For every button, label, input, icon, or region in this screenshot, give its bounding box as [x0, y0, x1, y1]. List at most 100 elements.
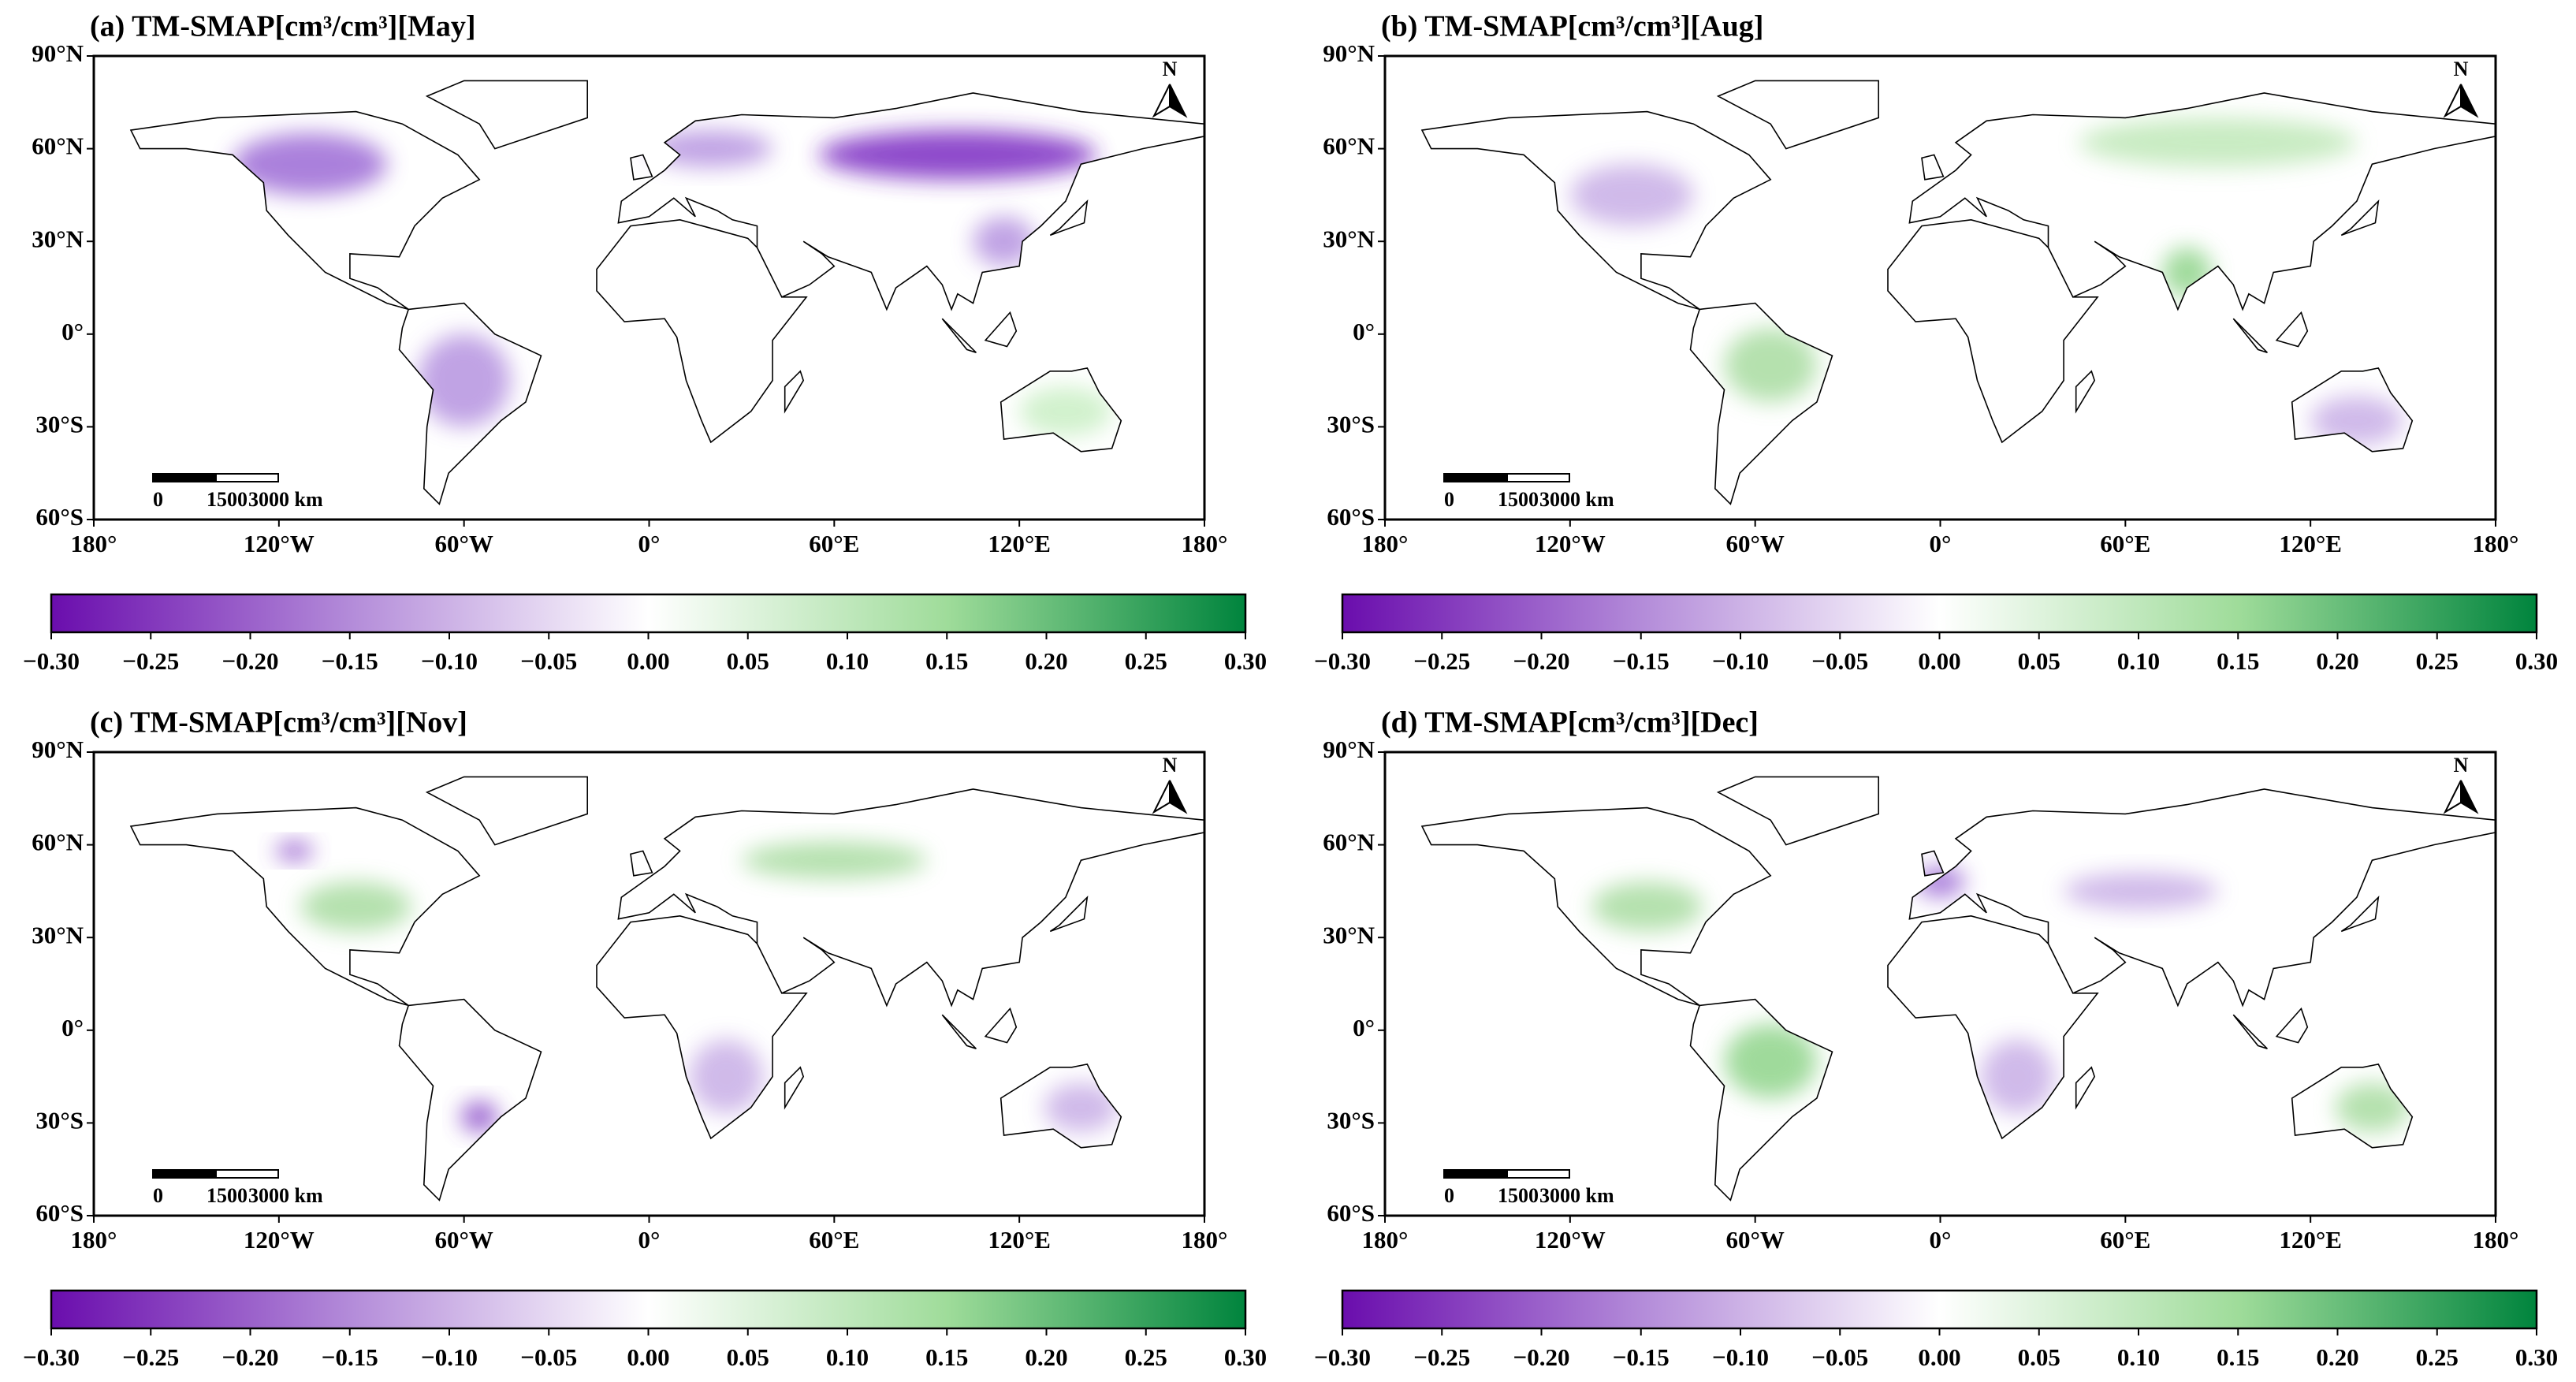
lat-label: 0° — [61, 1014, 84, 1041]
anomaly-field — [275, 841, 1119, 1133]
anomaly-field — [233, 130, 1112, 437]
anomaly-field — [1569, 117, 2403, 445]
anomaly-patch — [818, 130, 1097, 180]
colorbar-label: 0.30 — [2515, 1343, 2558, 1371]
colorbar-label: 0.25 — [1125, 647, 1167, 675]
map-panel: (d) TM-SMAP[cm³/cm³][Dec]90°N 60°N 30°N 0° 3… — [1314, 706, 2558, 1371]
anomaly-patch — [417, 333, 511, 427]
anomaly-patch — [973, 216, 1035, 266]
anomaly-patch — [2335, 1082, 2410, 1133]
anomaly-patch — [741, 841, 927, 879]
colorbar-label: −0.15 — [1613, 647, 1670, 675]
colorbar-label: −0.05 — [520, 647, 577, 675]
colorbar-label: 0.15 — [2217, 647, 2259, 675]
scale-label: 3000 km — [1539, 1184, 1614, 1207]
colorbar-label: −0.20 — [222, 1343, 279, 1371]
lon-label: 0° — [1930, 530, 1952, 557]
lon-label: 180° — [2473, 530, 2519, 557]
scale-label: 1500 — [1498, 488, 1539, 511]
colorbar-label: −0.30 — [23, 647, 80, 675]
land — [131, 777, 1204, 1201]
colorbar — [1341, 1289, 2538, 1330]
colorbar-label: 0.25 — [2416, 1343, 2459, 1371]
coastline — [1420, 80, 2496, 505]
lat-label: 90°N — [1323, 39, 1375, 67]
colorbar-label: −0.25 — [1413, 647, 1470, 675]
scale-bar — [1443, 1169, 1508, 1179]
scale-bar — [1506, 1169, 1570, 1179]
map-area — [129, 80, 1204, 505]
lon-label: 120°W — [244, 1226, 315, 1253]
lon-label: 180° — [1362, 1226, 1409, 1253]
lon-label: 0° — [638, 1226, 661, 1253]
lat-label: 90°N — [32, 736, 84, 763]
colorbar-label: −0.15 — [322, 647, 378, 675]
colorbar-label: 0.00 — [1918, 1343, 1960, 1371]
lon-label: 60°E — [2100, 530, 2150, 557]
lon-label: 180° — [1182, 530, 1228, 557]
lat-label: 0° — [1353, 318, 1375, 345]
lon-label: 120°W — [244, 530, 315, 557]
lat-label: 60°S — [1327, 503, 1375, 531]
lon-label: 120°E — [988, 1226, 1051, 1253]
colorbar-label: −0.15 — [322, 1343, 378, 1371]
colorbar-label: 0.30 — [2515, 647, 2558, 675]
colorbar-label: 0.05 — [2018, 647, 2060, 675]
colorbar-label: 0.00 — [627, 647, 669, 675]
anomaly-patch — [649, 130, 773, 168]
colorbar-label: 0.20 — [1025, 647, 1067, 675]
colorbar-label: 0.10 — [2117, 1343, 2160, 1371]
map-area — [1420, 776, 2496, 1201]
scale-label: 0 — [1444, 1184, 1454, 1207]
anomaly-patch — [1724, 1023, 1817, 1099]
lat-label: 60°S — [35, 503, 84, 531]
map-panel: (c) TM-SMAP[cm³/cm³][Nov]90°N 60°N 30°N 0° 3… — [23, 706, 1267, 1371]
panel-title: (a) TM-SMAP[cm³/cm³][May] — [90, 10, 476, 43]
colorbar-label: 0.05 — [727, 1343, 769, 1371]
north-arrow — [1152, 780, 1171, 814]
lat-label: 30°N — [1323, 921, 1375, 948]
colorbar-label: 0.25 — [2416, 647, 2459, 675]
map-panel: (a) TM-SMAP[cm³/cm³][May]90°N 60°N 30°N 0° 3… — [23, 10, 1267, 675]
colorbar — [1341, 593, 2538, 634]
anomaly-patch — [2310, 396, 2403, 445]
land — [1422, 777, 2496, 1201]
scale-bar — [152, 1169, 217, 1179]
colorbar-label: −0.10 — [1712, 1343, 1769, 1371]
north-arrow — [1169, 780, 1188, 814]
colorbar-label: −0.25 — [1413, 1343, 1470, 1371]
scale-label: 0 — [153, 488, 163, 511]
north-label: N — [1163, 58, 1178, 80]
lon-label: 0° — [1930, 1226, 1952, 1253]
lat-label: 60°N — [1323, 829, 1375, 856]
colorbar-label: −0.30 — [1314, 647, 1371, 675]
anomaly-patch — [2079, 117, 2357, 168]
lon-label: 60°W — [1725, 530, 1784, 557]
lat-label: 30°N — [32, 225, 84, 252]
lat-label: 90°N — [1323, 736, 1375, 763]
map-area — [1420, 80, 2496, 505]
lon-label: 120°E — [2279, 1226, 2342, 1253]
lon-label: 180° — [71, 1226, 117, 1253]
colorbar-label: −0.05 — [520, 1343, 577, 1371]
colorbar-label: −0.30 — [23, 1343, 80, 1371]
anomaly-patch — [460, 1101, 498, 1133]
lat-label: 0° — [1353, 1014, 1375, 1041]
anomaly-patch — [300, 881, 412, 932]
lat-label: 60°S — [1327, 1199, 1375, 1227]
lon-label: 60°E — [2100, 1226, 2150, 1253]
anomaly-patch — [1019, 386, 1112, 437]
lon-label: 60°E — [809, 1226, 859, 1253]
colorbar-label: −0.10 — [1712, 647, 1769, 675]
anomaly-patch — [2064, 872, 2218, 910]
lon-label: 180° — [71, 530, 117, 557]
lon-label: 60°W — [434, 1226, 493, 1253]
lat-label: 30°N — [32, 921, 84, 948]
lat-label: 60°N — [32, 829, 84, 856]
north-arrow — [2443, 84, 2462, 118]
colorbar-label: −0.15 — [1613, 1343, 1670, 1371]
north-arrow — [2460, 84, 2479, 118]
scale-label: 3000 km — [248, 1184, 323, 1207]
colorbar-label: 0.20 — [2316, 1343, 2358, 1371]
